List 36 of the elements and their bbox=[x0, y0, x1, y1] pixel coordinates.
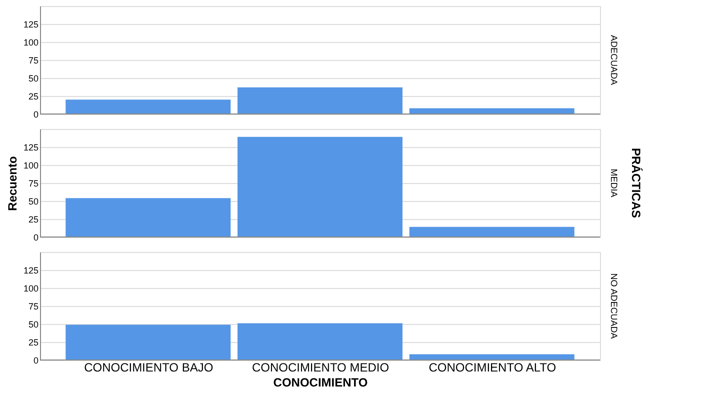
y-tick-label: 25 bbox=[28, 214, 38, 224]
bar bbox=[238, 136, 402, 237]
bar bbox=[238, 323, 402, 360]
y-axis-title: Recuento bbox=[5, 156, 20, 211]
y-tick-label: 0 bbox=[33, 356, 38, 366]
y-tick-label: 100 bbox=[23, 38, 38, 48]
y-tick-label: 0 bbox=[33, 110, 38, 120]
y-tick-label: 50 bbox=[28, 74, 38, 84]
text: PRÁCTICAS bbox=[629, 148, 643, 218]
y-tick-label: 25 bbox=[28, 338, 38, 348]
y-tick-label: 50 bbox=[28, 320, 38, 330]
bar bbox=[66, 324, 231, 360]
y-tick-label: 125 bbox=[23, 20, 38, 30]
x-tick-label: CONOCIMIENTO MEDIO bbox=[252, 360, 390, 374]
y2-axis-title: MEDIA bbox=[609, 168, 619, 198]
x-tick-label: CONOCIMIENTO BAJO bbox=[84, 360, 214, 374]
x-axis-title: CONOCIMIENTO bbox=[273, 376, 368, 390]
y-tick-label: 25 bbox=[28, 92, 38, 102]
bar bbox=[409, 226, 574, 237]
y-tick-label: 125 bbox=[23, 266, 38, 276]
x-tick-label: CONOCIMIENTO ALTO bbox=[428, 360, 556, 374]
bar bbox=[409, 108, 574, 114]
y-tick-label: 100 bbox=[23, 160, 38, 170]
y-tick-label: 125 bbox=[23, 142, 38, 152]
bar bbox=[409, 354, 574, 360]
y-tick-label: 50 bbox=[28, 196, 38, 206]
y2-axis-title: ADECUADA bbox=[609, 34, 619, 86]
y-tick-label: 100 bbox=[23, 284, 38, 294]
bar bbox=[66, 100, 231, 114]
y-tick-label: 75 bbox=[28, 178, 38, 188]
y-tick-label: 75 bbox=[28, 302, 38, 312]
bar bbox=[238, 87, 402, 114]
y-tick-label: 0 bbox=[33, 232, 38, 242]
bar bbox=[66, 198, 231, 237]
y2-axis-title: NO ADECUADA bbox=[609, 273, 619, 339]
y-tick-label: 75 bbox=[28, 56, 38, 66]
